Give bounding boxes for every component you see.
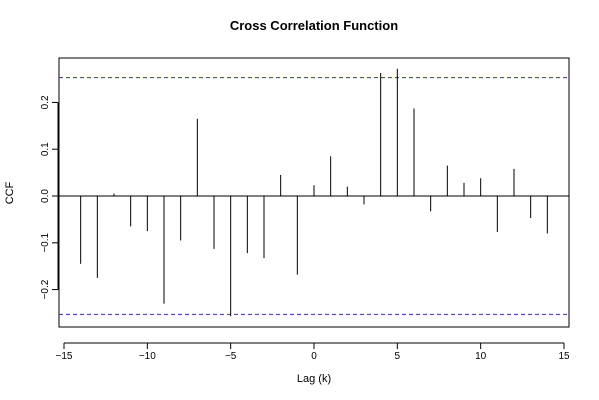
x-tick-label: 5 — [395, 351, 401, 362]
ccf-bars — [80, 68, 548, 317]
y-axis: −0.2 −0.1 0.0 0.1 0.2 — [40, 95, 59, 299]
y-tick-label: 0.2 — [40, 95, 51, 109]
x-tick-label: 15 — [558, 351, 570, 362]
x-tick-label: −10 — [139, 351, 156, 362]
x-tick-label: −5 — [225, 351, 237, 362]
y-axis-label: CCF — [4, 181, 16, 204]
x-tick-label: 0 — [311, 351, 317, 362]
y-tick-label: 0.0 — [40, 189, 51, 203]
y-tick-label: −0.2 — [40, 279, 51, 299]
y-tick-label: −0.1 — [40, 232, 51, 252]
y-tick-label: 0.1 — [40, 142, 51, 156]
plot-frame — [58, 57, 570, 328]
confidence-bounds — [59, 77, 569, 315]
x-tick-label: −15 — [56, 351, 73, 362]
chart-title: Cross Correlation Function — [230, 18, 398, 33]
x-tick-label: 10 — [475, 351, 487, 362]
x-axis: −15 −10 −5 0 5 10 15 — [56, 342, 570, 362]
x-axis-label: Lag (k) — [297, 373, 331, 385]
